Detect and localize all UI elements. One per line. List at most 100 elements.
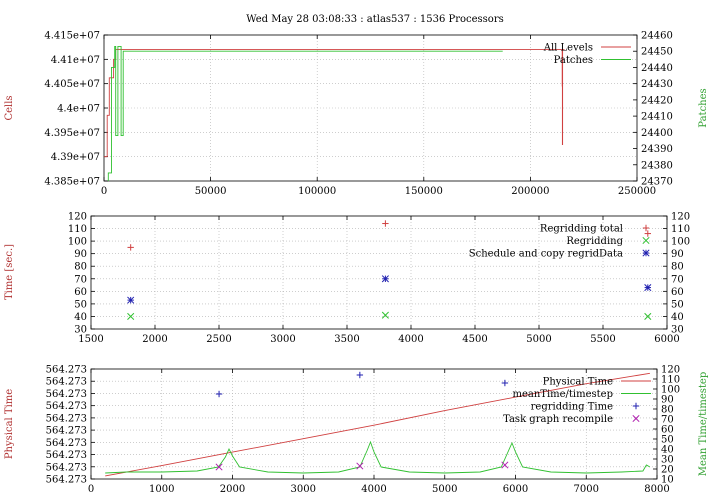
x-tick-label: 250000 [618,186,656,197]
y-tick-label: 40 [74,312,87,323]
y2-tick-label: 30 [661,455,674,466]
y2-tick-label: 120 [661,365,680,376]
y-tick-label: 4.395e+07 [44,128,100,139]
y-axis-label: Cells [4,95,15,120]
y2-tick-label: 24420 [641,95,673,106]
y2-tick-label: 70 [671,274,684,285]
y-tick-label: 4.4e+07 [57,104,100,115]
y2-tick-label: 80 [671,262,684,273]
x-tick-label: 1000 [149,484,174,495]
y-tick-label: 90 [74,249,87,260]
x-tick-label: 4500 [462,334,487,345]
y2-tick-label: 30 [671,325,684,336]
legend-swatch [642,224,650,232]
y-tick-label: 70 [74,274,87,285]
y2-tick-label: 40 [661,445,674,456]
series-line-0 [105,372,650,477]
legend-label: Schedule and copy regridData [469,249,623,260]
x-tick-label: 5500 [590,334,615,345]
y-tick-label: 80 [74,262,87,273]
y2-tick-label: 24430 [641,79,673,90]
legend-swatch [632,402,640,410]
y-tick-label: 4.385e+07 [44,177,100,188]
y2-tick-label: 10 [661,475,674,486]
data-point-2-1 [381,275,389,283]
x-tick-label: 150000 [405,186,443,197]
x-tick-label: 2500 [206,334,231,345]
panel-cells-patches: 0 50000 100000 150000 200000 250000 4.385e+07 4… [4,31,709,198]
x-tick-label: 1500 [78,334,103,345]
series-line-1 [105,440,651,474]
y-tick-label: 110 [68,224,87,235]
legend-label: Task graph recompile [503,414,613,425]
x-tick-label: 4000 [361,484,386,495]
series-line-1 [107,45,503,181]
y2-tick-label: 20 [661,465,674,476]
x-tick-label: 8000 [644,484,669,495]
data-point-1-1 [381,311,389,319]
data-point-2-2 [501,379,509,387]
data-point-0-1 [382,220,389,227]
panel-regrid-time: 1500 2000 2500 3000 3500 4000 4500 5000 5500 6000… [4,212,690,346]
y-tick-label: 4.41e+07 [51,55,100,66]
y-tick-label: 50 [74,299,87,310]
x-tick-label: 200000 [511,186,549,197]
x-tick-label: 6000 [503,484,528,495]
data-point-1-0 [127,312,135,320]
y-tick-label: 60 [74,287,87,298]
y2-tick-label: 90 [671,249,684,260]
x-tick-label: 50000 [195,186,227,197]
y-tick-label: 4.415e+07 [44,31,100,42]
data-point-3-2 [501,461,509,469]
data-point-2-0 [215,390,223,398]
x-tick-label: 0 [88,484,94,495]
y-tick-label: 564.273 [46,475,87,486]
y2-tick-label: 40 [671,312,684,323]
y2-tick-label: 120 [671,212,690,223]
legend-swatch [632,414,640,423]
y-tick-label: 564.273 [46,438,87,449]
y-axis-label: Physical Time [4,389,15,459]
x-tick-label: 5000 [526,334,551,345]
x-tick-label: 6000 [654,334,679,345]
data-point-1-2 [644,312,652,320]
y2-tick-label: 24450 [641,47,673,58]
legend-swatch [642,249,650,257]
x-tick-label: 7000 [574,484,599,495]
y2-tick-label: 110 [671,224,690,235]
y2-tick-label: 50 [661,435,674,446]
y2-axis-label: Mean Time/timestep [698,372,709,476]
legend-label: Physical Time [543,377,613,388]
y2-tick-label: 24410 [641,112,673,123]
x-tick-label: 0 [101,186,107,197]
x-tick-label: 3000 [291,484,316,495]
y-tick-label: 564.273 [46,377,87,388]
y2-tick-label: 24380 [641,160,673,171]
legend-label: Patches [554,55,593,66]
x-tick-label: 2000 [220,484,245,495]
plot-frame [90,215,668,330]
y2-tick-label: 24390 [641,144,673,155]
legend-swatch [642,236,650,245]
y2-tick-label: 70 [661,415,674,426]
y2-axis-label: Patches [698,88,709,127]
y2-tick-label: 24460 [641,31,673,42]
y-tick-label: 564.273 [46,401,87,412]
legend-label: All Levels [543,43,593,54]
x-tick-label: 3000 [270,334,295,345]
x-tick-label: 100000 [298,186,336,197]
y-tick-label: 30 [74,325,87,336]
y-axis-label: Time [sec.] [4,244,15,300]
data-point-2-1 [356,371,364,379]
y2-tick-label: 100 [671,237,690,248]
y2-tick-label: 110 [661,375,680,386]
y2-tick-label: 80 [661,405,674,416]
legend-label: meanTime/timestep [512,389,613,400]
y-tick-label: 4.405e+07 [44,79,100,90]
figure-title: Wed May 28 03:08:33 : atlas537 : 1536 Pr… [246,14,504,25]
y2-tick-label: 50 [671,299,684,310]
y-tick-label: 4.39e+07 [51,152,100,163]
x-tick-label: 2000 [142,334,167,345]
legend-label: Regridding [566,236,623,247]
y-tick-label: 120 [68,212,87,223]
